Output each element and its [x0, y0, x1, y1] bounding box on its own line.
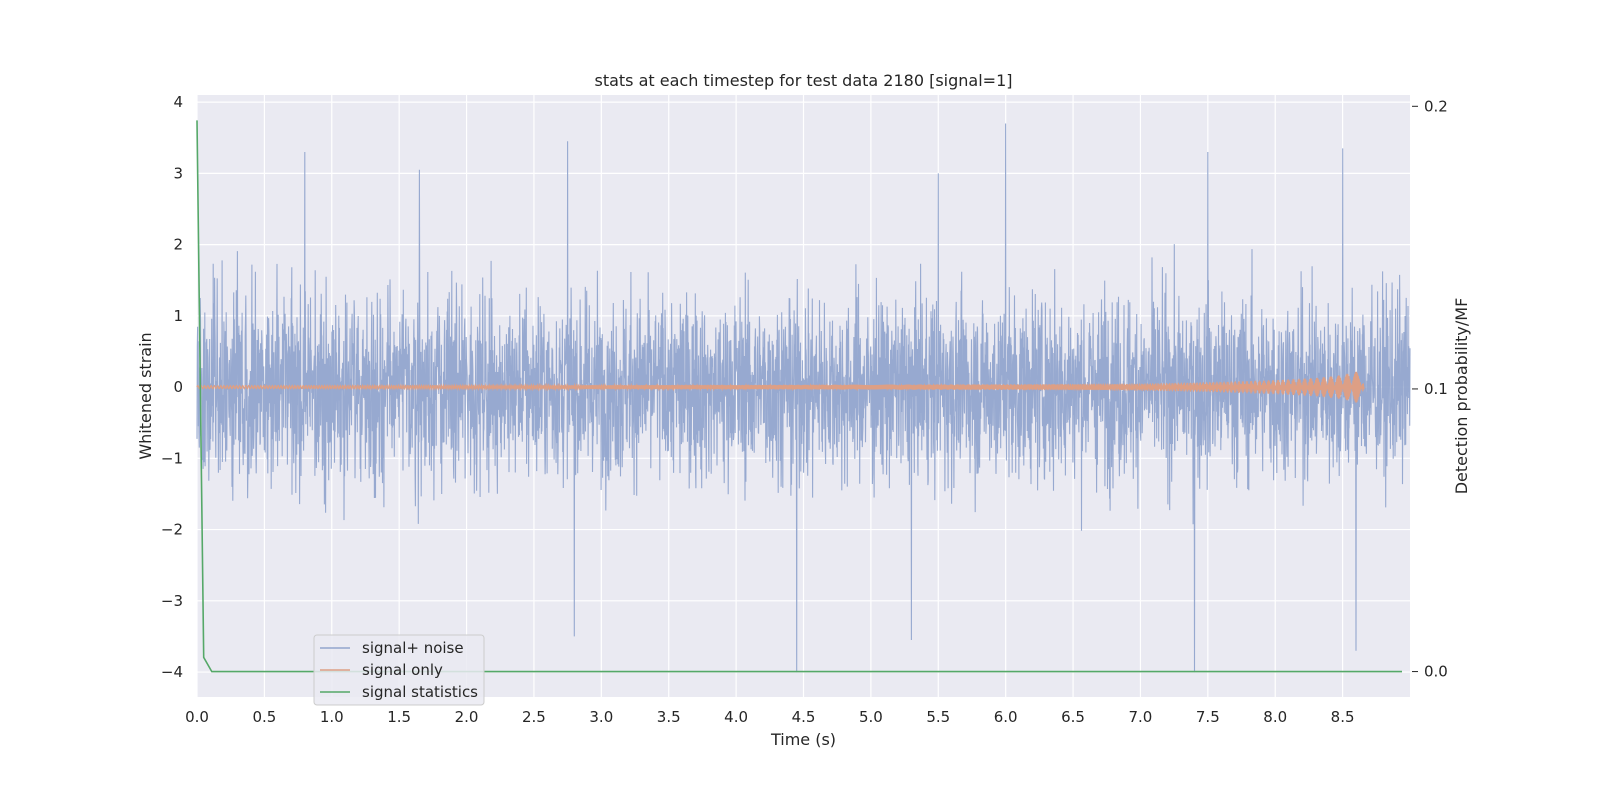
- chart-title: stats at each timestep for test data 218…: [594, 71, 1012, 90]
- y2-tick-label: 0.0: [1424, 663, 1448, 681]
- series-signal-only: [196, 371, 1365, 403]
- y-tick-label: 2: [173, 236, 183, 254]
- x-tick-label: 7.5: [1196, 708, 1220, 726]
- y2-tick-label: 0.2: [1424, 97, 1448, 115]
- y-tick-label: −2: [161, 521, 183, 539]
- x-axis-label: Time (s): [770, 730, 836, 749]
- y2-axis-label: Detection probability/MF: [1452, 298, 1471, 495]
- legend-label-signal-noise: signal+ noise: [362, 639, 464, 657]
- legend: signal+ noise signal only signal statist…: [313, 634, 485, 706]
- x-tick-label: 3.5: [657, 708, 681, 726]
- x-tick-label: 6.0: [994, 708, 1018, 726]
- legend-label-signal-statistics: signal statistics: [362, 683, 478, 701]
- x-tick-label: 3.0: [589, 708, 613, 726]
- x-tick-label: 8.5: [1331, 708, 1355, 726]
- axis-ticks: 0.0 0.5 1.0 1.5 2.0 2.5 3.0 3.5 4.0 4.5 5.0 5.5 6.0 6…: [161, 93, 1448, 726]
- y-tick-label: −4: [161, 663, 183, 681]
- legend-box: [313, 634, 485, 706]
- y-tick-label: 0: [173, 378, 183, 396]
- y-axis-label: Whitened strain: [136, 332, 155, 459]
- legend-label-signal-only: signal only: [362, 661, 443, 679]
- x-tick-label: 0.0: [185, 708, 209, 726]
- x-tick-label: 2.5: [522, 708, 546, 726]
- series-signal-noise: [196, 123, 1411, 673]
- y-tick-label: −3: [161, 592, 183, 610]
- y-tick-label: −1: [161, 449, 183, 467]
- signal-noise-line: [196, 123, 1411, 673]
- x-tick-label: 4.0: [724, 708, 748, 726]
- y-tick-label: 3: [173, 164, 183, 182]
- x-tick-label: 7.0: [1129, 708, 1153, 726]
- y2-tick-label: 0.1: [1424, 380, 1448, 398]
- x-tick-label: 4.5: [792, 708, 816, 726]
- x-tick-label: 0.5: [252, 708, 276, 726]
- x-tick-label: 2.0: [455, 708, 479, 726]
- x-tick-label: 8.0: [1263, 708, 1287, 726]
- x-tick-label: 1.0: [320, 708, 344, 726]
- x-tick-label: 6.5: [1061, 708, 1085, 726]
- x-tick-label: 5.5: [926, 708, 950, 726]
- y-tick-label: 1: [173, 307, 183, 325]
- signal-only-line: [196, 371, 1365, 403]
- x-tick-label: 5.0: [859, 708, 883, 726]
- y-tick-label: 4: [173, 93, 183, 111]
- x-tick-label: 1.5: [387, 708, 411, 726]
